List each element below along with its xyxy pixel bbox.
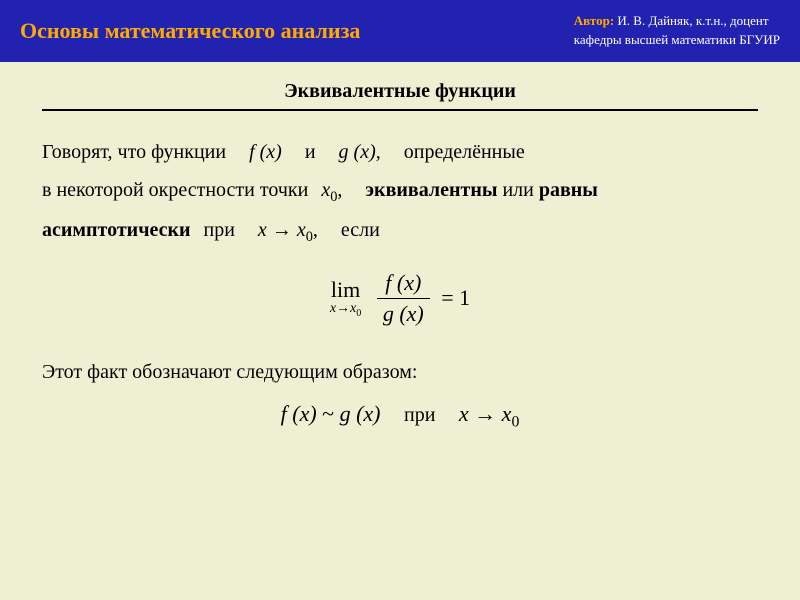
- notation-intro: Этот факт обозначают следующим образом:: [42, 353, 758, 391]
- equals-one: = 1: [441, 285, 470, 310]
- text-bold: асимптотически: [42, 219, 191, 241]
- slide-subtitle: Эквивалентные функции: [42, 76, 758, 109]
- author-line-1: Автор: И. В. Дайняк, к.т.н., доцент: [574, 12, 780, 31]
- author-label: Автор:: [574, 13, 614, 28]
- title-rule: [42, 109, 758, 111]
- lim-subscript: x→x0: [330, 301, 361, 319]
- text: определённые: [404, 141, 525, 163]
- limit-operator: lim x→x0: [330, 277, 361, 319]
- course-title: Основы математического анализа: [20, 18, 360, 44]
- text-bold: равны: [539, 179, 598, 201]
- fraction-denominator: g (x): [377, 299, 430, 327]
- math-limit-expr: x → x0: [459, 401, 519, 426]
- text-bold: эквивалентны: [365, 179, 497, 201]
- slide-header: Основы математического анализа Автор: И.…: [0, 0, 800, 62]
- tilde-symbol: ~: [322, 401, 334, 426]
- author-name: И. В. Дайняк, к.т.н., доцент: [614, 13, 768, 28]
- text: ,: [313, 219, 318, 241]
- definition-paragraph: Говорят, что функции f (x) и g (x), опре…: [42, 133, 758, 252]
- fraction-numerator: f (x): [377, 270, 430, 299]
- math-x0: x0: [321, 179, 337, 201]
- text: если: [341, 219, 380, 241]
- author-block: Автор: И. В. Дайняк, к.т.н., доцент кафе…: [574, 12, 780, 50]
- text: ,: [337, 179, 342, 201]
- text: при: [204, 219, 235, 241]
- text: в некоторой окрестности точки: [42, 179, 308, 201]
- math-fx: f (x): [249, 141, 282, 163]
- math-gx: g (x),: [339, 141, 381, 163]
- text: или: [497, 179, 538, 201]
- text: и: [305, 141, 316, 163]
- equivalence-notation: f (x) ~ g (x) при x → x0: [42, 401, 758, 431]
- math-limit-expr: x → x0: [258, 219, 313, 241]
- author-affiliation: кафедры высшей математики БГУИР: [574, 31, 780, 50]
- slide-content: Эквивалентные функции Говорят, что функц…: [0, 62, 800, 431]
- text: Говорят, что функции: [42, 141, 226, 163]
- math-fx: f (x): [281, 401, 317, 426]
- limit-formula: lim x→x0 f (x) g (x) = 1: [42, 270, 758, 327]
- math-gx: g (x): [340, 401, 381, 426]
- text: при: [404, 404, 435, 426]
- fraction: f (x) g (x): [377, 270, 430, 327]
- lim-label: lim: [330, 277, 361, 303]
